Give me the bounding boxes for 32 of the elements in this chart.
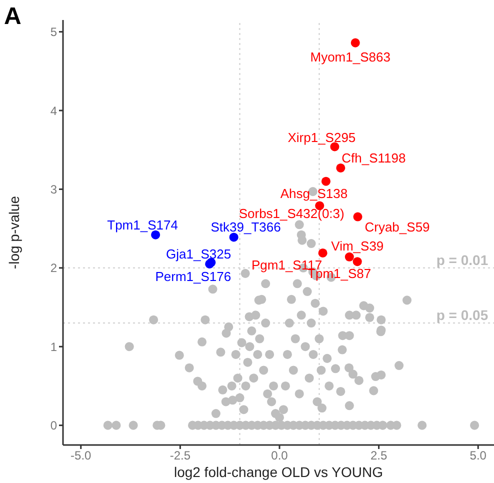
- point: [353, 212, 362, 222]
- x-tick-label: 0.0: [271, 448, 288, 463]
- annotation: Sorbs1_S432(0:3): [238, 206, 344, 222]
- annotation: Cryab_S59: [364, 219, 430, 234]
- point: [321, 176, 330, 186]
- chart-title: A: [4, 3, 22, 30]
- annotation: p = 0.05: [436, 307, 488, 324]
- annotation: Stk39_T366: [210, 220, 281, 235]
- y-axis-title: -log p-value: [6, 196, 22, 270]
- y-tick-label: 3: [50, 182, 58, 196]
- point: [350, 38, 360, 48]
- annotation: Xirp1_S295: [288, 130, 356, 146]
- annotation: Ahsg_S138: [280, 186, 348, 201]
- x-axis-title: log2 fold-change OLD vs YOUNG: [174, 464, 384, 480]
- y-tick-label: 1: [50, 340, 58, 354]
- annotation: Gja1_S325: [166, 246, 232, 262]
- point: [352, 257, 362, 266]
- annotation: Myom1_S863: [310, 49, 390, 64]
- x-tick-label: 2.5: [370, 448, 388, 463]
- y-tick-label: 2: [50, 261, 58, 276]
- point: [318, 248, 328, 258]
- x-tick-label: 5.0: [470, 448, 487, 463]
- annotation: p = 0.01: [436, 252, 488, 268]
- annotation: Vim_S39: [331, 238, 384, 254]
- annotation: Tpm1_S174: [107, 217, 178, 232]
- x-tick-label: -2.5: [170, 448, 191, 463]
- annotation: Cfh_S1198: [342, 150, 406, 166]
- y-tick-label: 4: [50, 104, 58, 118]
- y-tick-label: 0: [50, 418, 58, 433]
- annotation: Perm1_S176: [155, 268, 232, 284]
- y-tick-label: 5: [50, 25, 58, 40]
- x-tick-label: -5.0: [70, 448, 92, 463]
